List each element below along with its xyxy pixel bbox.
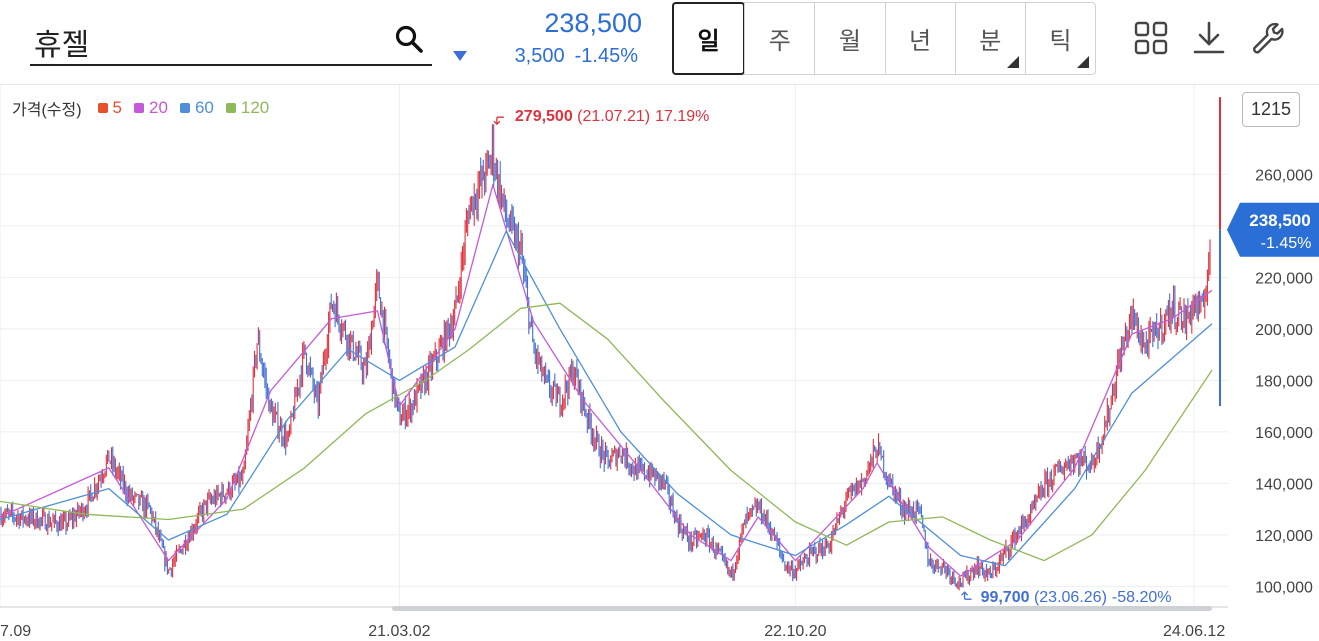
- price-change: 3,500 -1.45%: [480, 45, 638, 68]
- grid-layout-icon[interactable]: [1133, 20, 1169, 56]
- price-change-percent: -1.45%: [574, 45, 638, 67]
- y-tick-label: 140,000: [1255, 476, 1313, 493]
- period-tab-label: 분: [979, 28, 1002, 55]
- period-tab-3[interactable]: 년: [884, 3, 955, 74]
- current-price: 238,500: [544, 8, 642, 38]
- period-tab-label: 일: [697, 28, 720, 55]
- legend-label: 120: [240, 98, 270, 117]
- download-icon[interactable]: [1191, 20, 1227, 56]
- y-tick-label: 100,000: [1255, 579, 1313, 596]
- legend-title: 가격(수정): [12, 102, 82, 119]
- legend-swatch: [225, 103, 236, 113]
- period-tab-0[interactable]: 일: [672, 2, 746, 75]
- y-tick-label: 180,000: [1255, 373, 1313, 390]
- x-tick-label: 22.10.20: [764, 623, 826, 640]
- chart-legend: 가격(수정) 5 20 60 120: [12, 96, 281, 120]
- high-marker-arrow: [493, 116, 504, 126]
- period-tab-label: 년: [909, 28, 932, 55]
- period-tab-label: 틱: [1049, 28, 1072, 55]
- legend-label: 20: [149, 98, 168, 117]
- y-tick-label: 260,000: [1255, 167, 1313, 184]
- legend-swatch: [97, 103, 108, 113]
- stock-search-box[interactable]: 휴젤: [30, 12, 432, 66]
- low-annotation: 99,700 (23.06.26) -58.20%: [981, 589, 1172, 606]
- wrench-settings-icon[interactable]: [1249, 20, 1285, 56]
- high-pct: 17.19%: [655, 108, 709, 125]
- zoom-count-button[interactable]: 1215: [1242, 92, 1300, 127]
- search-icon[interactable]: [394, 24, 424, 54]
- submenu-corner-icon: [1006, 56, 1019, 68]
- current-price-tag-pct: -1.45%: [1261, 235, 1312, 252]
- top-bar: 휴젤 238,500 3,500 -1.45% 일 주 월 년 분 틱: [0, 0, 1319, 84]
- x-tick-label: 21.03.02: [368, 623, 430, 640]
- low-marker-arrow: [961, 591, 972, 600]
- period-tab-4[interactable]: 분: [954, 3, 1025, 74]
- candles: [0, 124, 1211, 591]
- legend-item[interactable]: 5: [97, 98, 123, 118]
- legend-label: 5: [112, 98, 123, 117]
- zoom-count: 1215: [1250, 99, 1292, 119]
- legend-item[interactable]: 120: [225, 98, 270, 118]
- ma-line-20: [0, 230, 1213, 567]
- y-tick-label: 220,000: [1255, 270, 1313, 287]
- period-tab-2[interactable]: 월: [814, 3, 884, 74]
- x-tick-label: 24.06.12: [1163, 623, 1225, 640]
- ma-line-120: [0, 302, 1213, 562]
- y-tick-label: 160,000: [1255, 425, 1313, 442]
- period-tab-1[interactable]: 주: [744, 3, 814, 74]
- down-arrow-icon: [453, 51, 467, 61]
- period-tab-5[interactable]: 틱: [1024, 3, 1095, 74]
- legend-label: 60: [194, 98, 214, 117]
- chart-scrollbar: [392, 606, 1212, 611]
- current-price-tag-value: 238,500: [1249, 211, 1310, 230]
- price-chart[interactable]: 100,000 120,000 140,000 160,000 180,000 200,0…: [0, 85, 1319, 641]
- price-change-amount: 3,500: [514, 45, 565, 67]
- low-date: (23.06.26): [1034, 589, 1107, 606]
- high-date: (21.07.21): [577, 108, 650, 125]
- x-tick-label: 19.07.09: [0, 623, 31, 640]
- high-value: 279,500: [515, 108, 577, 125]
- y-tick-label: 120,000: [1255, 528, 1313, 545]
- low-pct: -58.20%: [1112, 589, 1172, 606]
- ma-line-5: [0, 184, 1213, 577]
- period-tab-label: 주: [768, 28, 791, 55]
- low-value: 99,700: [981, 589, 1034, 606]
- legend-swatch: [179, 103, 190, 113]
- high-annotation: 279,500 (21.07.21) 17.19%: [515, 108, 709, 125]
- period-tab-label: 월: [838, 28, 861, 55]
- top-divider: [0, 84, 1319, 85]
- y-tick-label: 200,000: [1255, 322, 1313, 339]
- submenu-corner-icon: [1077, 56, 1090, 68]
- current-price-tag: [1227, 202, 1319, 257]
- legend-item[interactable]: 60: [179, 98, 214, 118]
- stock-name[interactable]: 휴젤: [34, 29, 90, 62]
- legend-item[interactable]: 20: [134, 98, 168, 118]
- legend-swatch: [134, 103, 145, 113]
